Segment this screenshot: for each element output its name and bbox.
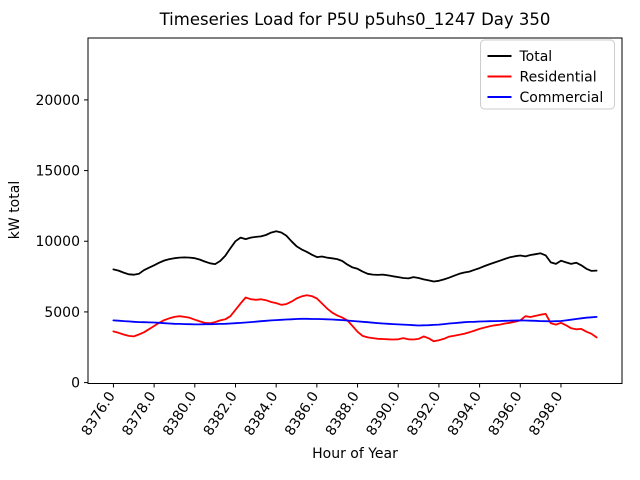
y-axis-label: kW total [7,181,23,239]
series-lines [112,230,598,343]
legend-label-commercial: Commercial [520,90,604,106]
y-tick-label: 10000 [35,234,80,250]
legend-label-total: Total [519,49,553,65]
chart-title: Timeseries Load for P5U p5uhs0_1247 Day … [159,10,551,30]
x-tick-label: 8386.0 [282,389,322,439]
series-residential-line [112,294,598,343]
x-axis-label: Hour of Year [312,446,398,462]
x-tick-label: 8394.0 [445,389,485,439]
plot-border [87,37,623,384]
y-axis: 0 5000 10000 15000 20000 [35,93,88,392]
legend-label-residential: Residential [520,70,597,86]
x-tick-label: 8392.0 [404,389,444,439]
x-tick-label: 8376.0 [79,389,119,439]
legend-box [480,39,615,110]
x-tick-label: 8390.0 [363,389,403,439]
legend: Total Residential Commercial [480,39,615,110]
x-tick-label: 8380.0 [160,389,200,439]
series-commercial-line [112,315,598,327]
y-tick-label: 20000 [35,93,80,109]
y-tick-label: 0 [71,376,80,392]
x-axis: 8376.0 8378.0 8380.0 8382.0 8384.0 8386.0 8388… [79,383,566,439]
x-tick-label: 8398.0 [526,389,566,439]
y-tick-label: 15000 [35,164,80,180]
x-tick-label: 8396.0 [486,389,526,439]
x-tick-label: 8388.0 [323,389,363,439]
x-tick-label: 8382.0 [201,389,241,439]
x-tick-label: 8384.0 [241,389,281,439]
x-tick-label: 8378.0 [119,389,159,439]
y-tick-label: 5000 [44,305,80,321]
series-total-line [112,230,598,283]
